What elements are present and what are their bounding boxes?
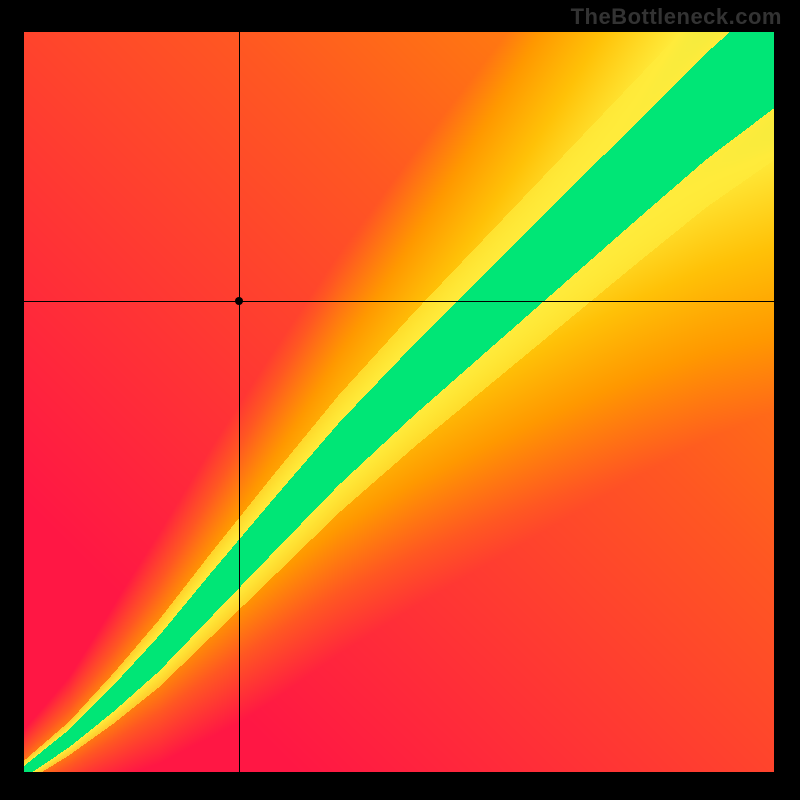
watermark-text: TheBottleneck.com xyxy=(571,4,782,30)
bottleneck-heatmap-canvas xyxy=(24,32,774,772)
chart-container: TheBottleneck.com xyxy=(0,0,800,800)
